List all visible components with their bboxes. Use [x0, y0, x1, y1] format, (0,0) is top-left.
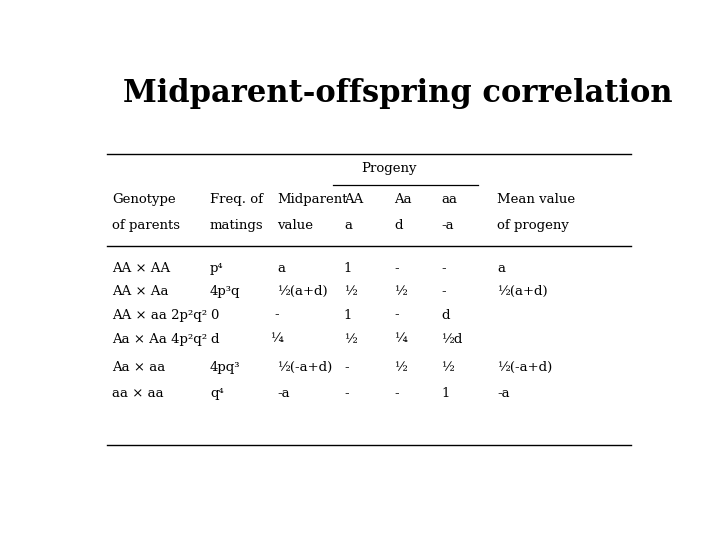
Text: Midparent-offspring correlation: Midparent-offspring correlation: [124, 78, 673, 110]
Text: -a: -a: [277, 387, 289, 400]
Text: q⁴: q⁴: [210, 387, 224, 400]
Text: a: a: [344, 219, 352, 232]
Text: -: -: [441, 262, 446, 275]
Text: Midparent: Midparent: [277, 193, 348, 206]
Text: AA: AA: [344, 193, 363, 206]
Text: -a: -a: [441, 219, 454, 232]
Text: ¼: ¼: [271, 333, 284, 346]
Text: Genotype: Genotype: [112, 193, 176, 206]
Text: 4pq³: 4pq³: [210, 361, 240, 374]
Text: -: -: [344, 387, 348, 400]
Text: -: -: [274, 309, 279, 322]
Text: AA × aa 2p²q²: AA × aa 2p²q²: [112, 309, 207, 322]
Text: of parents: of parents: [112, 219, 180, 232]
Text: Progeny: Progeny: [361, 162, 416, 175]
Text: 4p³q: 4p³q: [210, 285, 240, 298]
Text: ½: ½: [394, 285, 407, 298]
Text: -a: -a: [498, 387, 510, 400]
Text: d: d: [441, 309, 450, 322]
Text: Freq. of: Freq. of: [210, 193, 263, 206]
Text: ½(-a+d): ½(-a+d): [277, 361, 332, 374]
Text: ½(a+d): ½(a+d): [277, 285, 328, 298]
Text: -: -: [394, 387, 399, 400]
Text: Aa: Aa: [394, 193, 412, 206]
Text: AA × AA: AA × AA: [112, 262, 171, 275]
Text: 1: 1: [441, 387, 450, 400]
Text: matings: matings: [210, 219, 264, 232]
Text: ½(a+d): ½(a+d): [498, 285, 548, 298]
Text: -: -: [441, 285, 446, 298]
Text: -: -: [394, 309, 399, 322]
Text: a: a: [277, 262, 285, 275]
Text: ½: ½: [344, 285, 357, 298]
Text: d: d: [210, 333, 218, 346]
Text: ¼: ¼: [394, 333, 407, 346]
Text: Aa × Aa 4p²q²: Aa × Aa 4p²q²: [112, 333, 207, 346]
Text: ½(-a+d): ½(-a+d): [498, 361, 552, 374]
Text: aa × aa: aa × aa: [112, 387, 164, 400]
Text: ½d: ½d: [441, 333, 463, 346]
Text: 1: 1: [344, 262, 352, 275]
Text: Mean value: Mean value: [498, 193, 575, 206]
Text: of progeny: of progeny: [498, 219, 570, 232]
Text: aa: aa: [441, 193, 457, 206]
Text: value: value: [277, 219, 313, 232]
Text: d: d: [394, 219, 402, 232]
Text: ½: ½: [441, 361, 454, 374]
Text: 0: 0: [210, 309, 218, 322]
Text: p⁴: p⁴: [210, 262, 224, 275]
Text: ½: ½: [394, 361, 407, 374]
Text: AA × Aa: AA × Aa: [112, 285, 168, 298]
Text: 1: 1: [344, 309, 352, 322]
Text: Aa × aa: Aa × aa: [112, 361, 166, 374]
Text: -: -: [344, 361, 348, 374]
Text: a: a: [498, 262, 505, 275]
Text: ½: ½: [344, 333, 357, 346]
Text: -: -: [394, 262, 399, 275]
